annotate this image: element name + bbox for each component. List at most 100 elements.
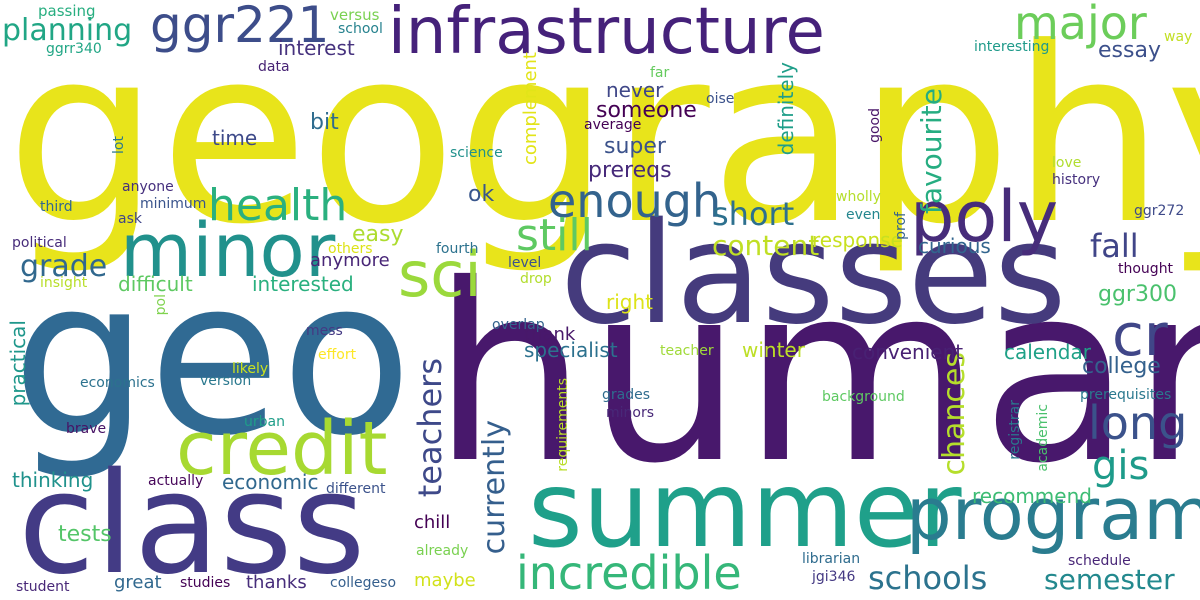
word-thank: thank	[524, 324, 576, 345]
word-mess: mess	[306, 323, 343, 339]
word-history: history	[1052, 172, 1101, 188]
word-science: science	[450, 145, 503, 161]
word-urban: urban	[244, 414, 285, 430]
word-economic: economic	[222, 470, 319, 494]
word-major: major	[1014, 0, 1147, 50]
word-calendar: calendar	[1004, 340, 1091, 364]
word-summer: summer	[528, 449, 962, 571]
word-brave: brave	[66, 421, 107, 437]
word-specialist: specialist	[524, 338, 618, 362]
word-geography: geography	[6, 0, 1200, 278]
word-already: already	[416, 543, 469, 559]
word-different: different	[326, 481, 386, 497]
word-minimum: minimum	[140, 196, 207, 212]
word-bit: bit	[310, 110, 339, 135]
word-great: great	[114, 572, 162, 593]
word-ggr272: ggr272	[1134, 203, 1185, 219]
word-passing: passing	[38, 2, 96, 20]
word-college: college	[1082, 354, 1161, 379]
word-school: school	[338, 21, 383, 37]
word-thinking: thinking	[12, 468, 94, 492]
word-content: content	[712, 229, 820, 262]
word-registrar: registrar	[1007, 400, 1023, 460]
word-difficult: difficult	[118, 272, 193, 296]
word-ask: ask	[118, 211, 142, 227]
word-anyone: anyone	[122, 179, 174, 195]
word-ok: ok	[468, 182, 495, 207]
word-infrastructure: infrastructure	[388, 0, 825, 69]
word-data: data	[258, 59, 290, 75]
word-currently: currently	[477, 420, 512, 555]
word-convenient: convenient	[852, 340, 964, 364]
word-right: right	[606, 290, 653, 314]
word-planning: planning	[2, 13, 133, 48]
word-minor: minor	[120, 208, 336, 294]
word-economics: economics	[80, 375, 155, 391]
word-sci: sci	[398, 238, 482, 311]
word-chances: chances	[937, 352, 972, 476]
word-teachers: teachers	[411, 358, 449, 498]
word-way: way	[1164, 29, 1193, 45]
word-academic: academic	[1035, 404, 1051, 472]
word-requirements: requirements	[555, 378, 571, 472]
word-overlap: overlap	[492, 317, 545, 333]
word-recommend: recommend	[972, 484, 1092, 508]
word-thought: thought	[1118, 261, 1174, 277]
word-thanks: thanks	[246, 572, 307, 593]
word-oise: oise	[706, 91, 735, 107]
word-interesting: interesting	[974, 39, 1050, 55]
word-grade: grade	[20, 249, 108, 284]
word-teacher: teacher	[660, 343, 714, 359]
word-schedule: schedule	[1068, 553, 1131, 569]
word-even: even	[846, 207, 881, 223]
word-grades: grades	[602, 387, 651, 403]
word-student: student	[16, 579, 70, 595]
word-interest: interest	[278, 36, 355, 60]
word-ggrr340: ggrr340	[46, 41, 102, 57]
word-health: health	[208, 180, 348, 231]
word-drop: drop	[520, 271, 552, 287]
word-ggr221: ggr221	[150, 0, 330, 54]
word-classes: classes	[560, 193, 1067, 356]
word-prerequisites: prerequisites	[1080, 387, 1172, 403]
word-lot: lot	[111, 136, 127, 154]
word-favourite: favourite	[915, 88, 948, 214]
word-easy: easy	[352, 222, 404, 247]
word-semester: semester	[1044, 563, 1175, 596]
word-librarian: librarian	[802, 551, 861, 567]
word-ggr300: ggr300	[1098, 282, 1177, 307]
word-prof: prof	[893, 212, 909, 240]
word-chill: chill	[414, 512, 451, 533]
word-third: third	[40, 199, 73, 215]
word-super: super	[604, 134, 666, 159]
word-fall: fall	[1090, 227, 1139, 265]
word-average: average	[584, 117, 642, 133]
word-gis: gis	[1092, 443, 1150, 489]
word-level: level	[508, 255, 542, 271]
word-geo: geo	[12, 232, 413, 483]
word-definitely: definitely	[774, 62, 798, 156]
word-incredible: incredible	[516, 546, 742, 600]
word-someone: someone	[596, 98, 697, 123]
word-tests: tests	[58, 522, 112, 547]
word-anymore: anymore	[310, 250, 390, 271]
word-likely: likely	[232, 361, 269, 377]
word-far: far	[650, 65, 670, 81]
word-wholly: wholly	[836, 189, 881, 205]
word-fourth: fourth	[436, 241, 479, 257]
word-practical: practical	[6, 320, 30, 407]
word-interested: interested	[252, 272, 354, 296]
word-curious: curious	[918, 234, 991, 258]
word-class: class	[18, 443, 366, 600]
word-still: still	[516, 210, 593, 261]
word-never: never	[606, 78, 664, 102]
word-program: program	[906, 472, 1200, 556]
word-winter: winter	[742, 338, 805, 362]
word-versus: versus	[330, 6, 380, 24]
word-human: human	[432, 232, 1200, 517]
word-good: good	[867, 108, 883, 143]
word-jgi346: jgi346	[812, 569, 856, 585]
word-poly: poly	[910, 176, 1059, 258]
word-maybe: maybe	[414, 570, 476, 591]
